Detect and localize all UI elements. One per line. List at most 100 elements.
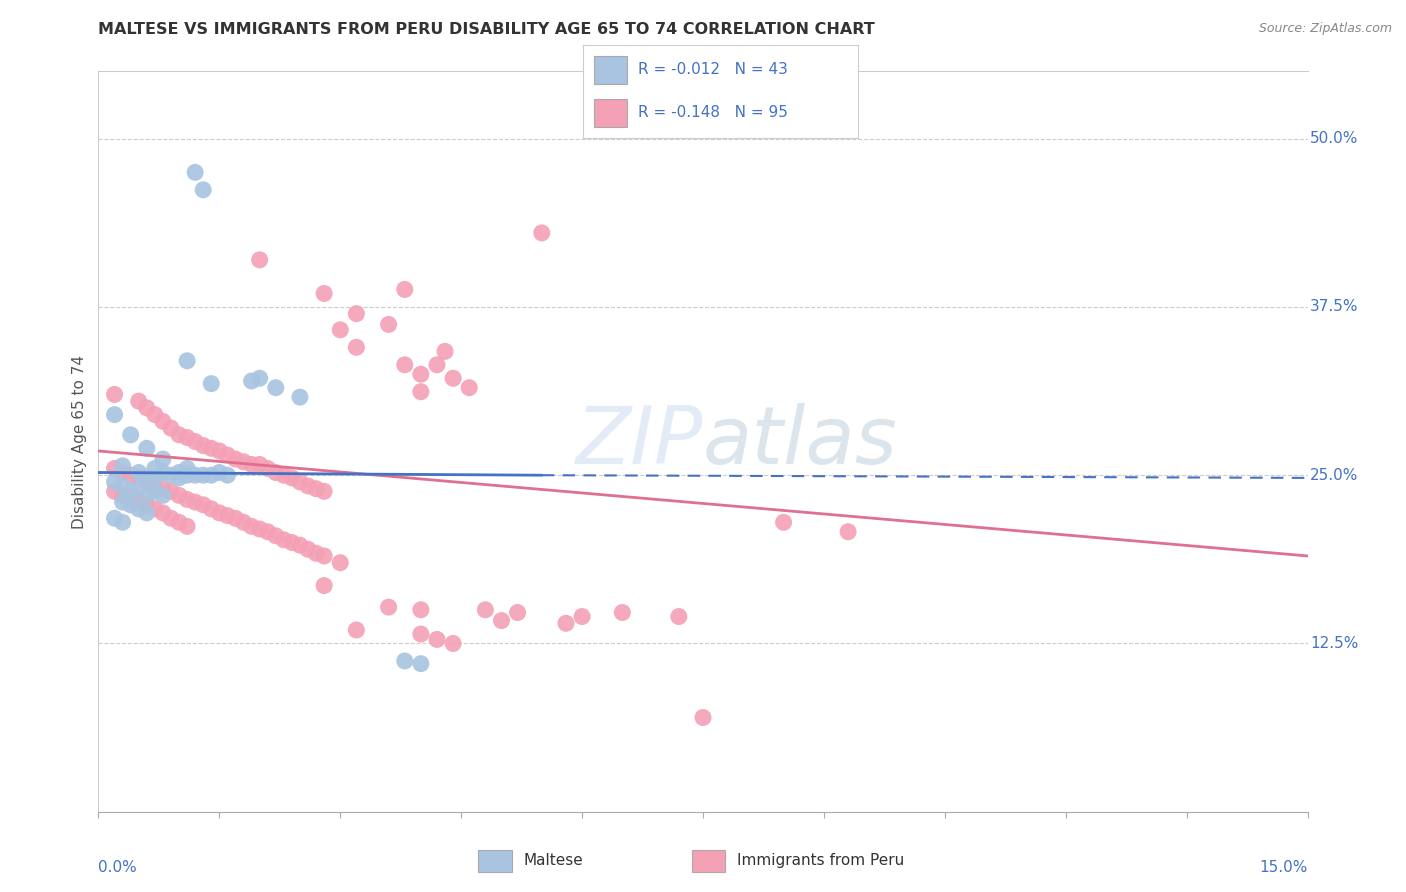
Point (200, 442, 222, 456)
Bar (595, 56, 627, 84)
Point (305, 482, 328, 496)
Point (273, 533, 295, 547)
Point (152, 482, 174, 496)
Point (256, 461, 278, 475)
Point (143, 471, 166, 485)
Point (281, 535, 304, 549)
Point (344, 340, 367, 354)
Point (555, 616, 578, 631)
Point (135, 498, 157, 512)
Point (240, 519, 263, 533)
Point (612, 606, 634, 620)
Point (426, 632, 449, 647)
Point (167, 427, 190, 442)
Point (208, 506, 231, 520)
Point (772, 516, 794, 530)
Point (249, 371, 271, 385)
Point (377, 318, 399, 332)
Point (208, 466, 231, 480)
Point (297, 479, 319, 493)
Point (264, 529, 287, 543)
Point (506, 606, 529, 620)
Point (135, 488, 157, 502)
Point (240, 374, 263, 388)
Point (200, 468, 222, 483)
Point (120, 484, 142, 499)
Point (135, 475, 157, 489)
Point (128, 495, 150, 509)
Point (120, 498, 142, 512)
Point (394, 358, 416, 372)
Point (152, 488, 174, 502)
Point (120, 427, 142, 442)
Point (305, 546, 328, 560)
Bar (595, 99, 627, 127)
Point (135, 442, 157, 456)
Point (120, 492, 142, 507)
Point (232, 455, 254, 469)
Point (176, 353, 198, 368)
Point (264, 381, 287, 395)
Point (143, 408, 166, 422)
Point (111, 516, 134, 530)
Point (409, 384, 432, 399)
Point (128, 471, 150, 485)
Point (103, 387, 125, 401)
Point (167, 516, 190, 530)
Point (344, 623, 367, 637)
Point (314, 286, 336, 301)
Point (288, 538, 311, 552)
Point (288, 390, 311, 404)
Y-axis label: Disability Age 65 to 74: Disability Age 65 to 74 (72, 354, 87, 529)
Text: 25.0%: 25.0% (1310, 467, 1358, 483)
Point (135, 401, 157, 415)
Point (273, 468, 295, 483)
Point (176, 461, 198, 475)
Point (217, 448, 239, 462)
Point (176, 468, 198, 483)
Text: MALTESE VS IMMIGRANTS FROM PERU DISABILITY AGE 65 TO 74 CORRELATION CHART: MALTESE VS IMMIGRANTS FROM PERU DISABILI… (98, 22, 875, 37)
Point (434, 344, 457, 359)
Point (240, 458, 263, 472)
Point (111, 458, 134, 473)
Text: atlas: atlas (703, 402, 898, 481)
Bar (692, 849, 725, 872)
Point (409, 657, 432, 671)
Point (160, 511, 183, 525)
Point (377, 600, 399, 615)
Text: Maltese: Maltese (523, 854, 582, 868)
Text: ZIP: ZIP (575, 402, 703, 481)
Point (128, 394, 150, 409)
Point (152, 452, 174, 467)
Point (152, 506, 174, 520)
Point (249, 252, 271, 267)
Point (103, 408, 125, 422)
Point (441, 371, 464, 385)
Point (103, 511, 125, 525)
Text: R = -0.012   N = 43: R = -0.012 N = 43 (638, 62, 789, 78)
Point (143, 461, 166, 475)
Point (668, 609, 690, 624)
Point (176, 519, 198, 533)
Text: 12.5%: 12.5% (1310, 636, 1358, 651)
Point (184, 165, 207, 179)
Point (409, 627, 432, 641)
Text: R = -0.148   N = 95: R = -0.148 N = 95 (638, 105, 789, 120)
Point (111, 488, 134, 502)
Point (224, 452, 246, 467)
Text: Immigrants from Peru: Immigrants from Peru (737, 854, 904, 868)
Point (176, 430, 198, 444)
Point (152, 466, 174, 480)
Point (184, 468, 207, 483)
Point (249, 458, 271, 472)
Point (200, 501, 222, 516)
Point (193, 183, 215, 197)
Point (394, 282, 416, 296)
Text: 50.0%: 50.0% (1310, 131, 1358, 146)
Point (160, 468, 183, 483)
Point (184, 434, 207, 449)
Point (329, 323, 352, 337)
Text: 15.0%: 15.0% (1260, 860, 1308, 875)
Point (264, 466, 287, 480)
Point (167, 466, 190, 480)
